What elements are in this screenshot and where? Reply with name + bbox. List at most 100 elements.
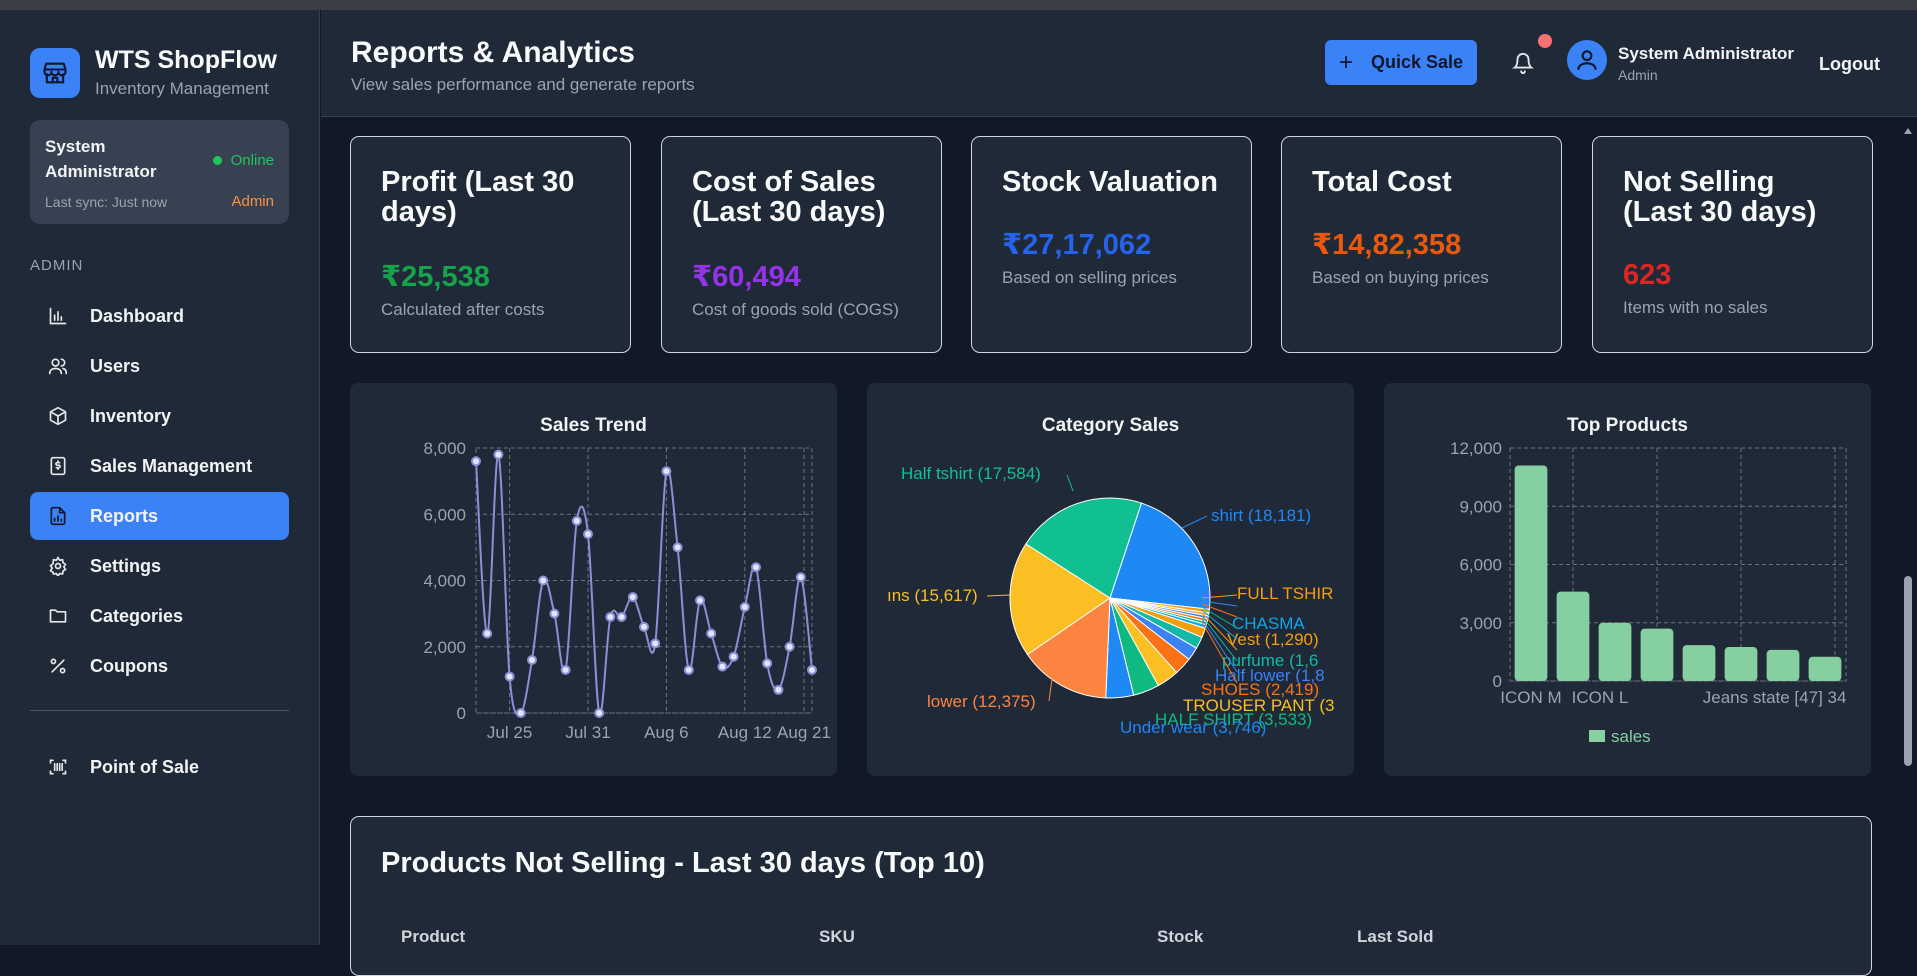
sidebar-item-reports[interactable]: Reports	[30, 492, 289, 540]
data-point	[683, 664, 694, 675]
sidebar-item-inventory[interactable]: Inventory	[30, 392, 289, 440]
online-status: Online	[212, 152, 274, 169]
pie-slice	[1026, 597, 1111, 699]
leader-line	[1201, 594, 1238, 599]
sales-trend-svg: 0 2,000 4,000 6,000 8,000 Jul 25 Jul 31 Aug 6 Au…	[423, 439, 830, 742]
leader-line	[1066, 474, 1074, 492]
window-top-strip	[0, 0, 1917, 10]
user-icon	[1577, 50, 1597, 70]
pie-label: SHOES (2,419)	[1201, 680, 1319, 699]
bar	[1724, 647, 1758, 681]
leader-line	[1048, 678, 1053, 702]
brand[interactable]: WTS ShopFlow Inventory Management	[30, 46, 277, 99]
box-icon	[49, 406, 67, 426]
data-point	[583, 529, 593, 540]
stat-desc: Based on buying prices	[1312, 268, 1489, 287]
user-name: System Administrator	[45, 137, 157, 181]
bar	[1766, 649, 1800, 681]
user-role: Admin	[231, 193, 274, 210]
page-subtitle: View sales performance and generate repo…	[351, 75, 695, 94]
avatar[interactable]	[1567, 40, 1607, 80]
stat-card-stock-valuation: Stock Valuation ₹27,17,062 Based on sell…	[971, 136, 1252, 353]
column-header-sku[interactable]: SKU	[819, 927, 855, 946]
leader-line	[1201, 609, 1238, 640]
data-point	[482, 628, 493, 639]
data-point	[717, 661, 728, 672]
sidebar-item-dashboard[interactable]: Dashboard	[30, 292, 289, 340]
gear-icon	[49, 556, 67, 576]
chart-title: Sales Trend	[540, 415, 647, 436]
stat-title: Not Selling (Last 30 days)	[1623, 166, 1817, 228]
column-header-product[interactable]: Product	[401, 927, 466, 946]
stat-card-cost-of-sales: Cost of Sales (Last 30 days) ₹60,494 Cos…	[661, 136, 942, 353]
stat-desc: Calculated after costs	[381, 300, 545, 319]
bar-chart-icon	[49, 307, 67, 325]
y-tick-label: 0	[1493, 672, 1502, 691]
column-header-last-sold[interactable]: Last Sold	[1357, 927, 1434, 946]
stat-card-not-selling: Not Selling (Last 30 days) 623 Items wit…	[1592, 136, 1873, 353]
data-point	[639, 621, 649, 632]
x-tick-label: Aug 6	[644, 723, 688, 742]
sidebar-section-label: ADMIN	[30, 257, 84, 274]
pos-link[interactable]: Point of Sale	[30, 743, 289, 791]
top-products-chart: Top Products 0 3,000 6,000 9,000 12,000 ICON …	[1384, 383, 1871, 776]
sidebar-nav: Dashboard Users Inventory Sales Manageme…	[30, 292, 289, 692]
leader-line	[1201, 618, 1238, 673]
sidebar-item-label: Sales Management	[90, 455, 253, 476]
receipt-icon	[50, 456, 66, 476]
sidebar-item-label: Categories	[90, 605, 184, 626]
bar	[1808, 656, 1842, 681]
pie-label: Under wear (3,746)	[1120, 718, 1266, 737]
data-point	[538, 575, 549, 586]
sidebar-item-users[interactable]: Users	[30, 342, 289, 390]
sidebar-item-sales-management[interactable]: Sales Management	[30, 442, 289, 490]
quick-sale-button[interactable]: + Quick Sale	[1325, 40, 1477, 85]
sidebar-item-label: Dashboard	[90, 305, 185, 326]
brand-subtitle: Inventory Management	[95, 79, 269, 98]
y-tick-label: 8,000	[423, 439, 466, 458]
x-tick-label: ICON L	[1572, 688, 1629, 707]
quick-sale-label: Quick Sale	[1370, 52, 1464, 72]
top-products-svg: 0 3,000 6,000 9,000 12,000 ICON M ICON L Jeans …	[1450, 439, 1847, 746]
report-icon	[50, 506, 66, 526]
stat-card-profit: Profit (Last 30 days) ₹25,538 Calculated…	[350, 136, 631, 353]
leader-line	[1201, 615, 1238, 662]
data-point	[784, 641, 795, 652]
sidebar-item-settings[interactable]: Settings	[30, 542, 289, 590]
stat-title: Profit (Last 30 days)	[381, 166, 575, 228]
bell-icon[interactable]	[1512, 52, 1534, 74]
sidebar-item-point-of-sale[interactable]: Point of Sale	[30, 743, 289, 793]
bar	[1556, 591, 1590, 681]
not-selling-table: Products Not Selling - Last 30 days (Top…	[350, 816, 1872, 976]
legend-swatch	[1589, 730, 1605, 742]
column-header-stock[interactable]: Stock	[1157, 927, 1204, 946]
data-point	[672, 542, 683, 553]
sidebar-item-categories[interactable]: Categories	[30, 592, 289, 640]
x-tick-label: Jeans state [47] 34	[1703, 688, 1847, 707]
sidebar-item-label: Inventory	[90, 405, 172, 426]
data-point	[560, 664, 571, 675]
leader-line	[1201, 600, 1238, 607]
pie-label: lower (12,375)	[927, 692, 1036, 711]
bar	[1598, 622, 1632, 681]
sidebar-item-coupons[interactable]: Coupons	[30, 642, 289, 690]
data-point	[527, 655, 537, 665]
data-point	[627, 592, 638, 603]
stat-desc: Items with no sales	[1623, 298, 1768, 317]
folder-icon	[49, 609, 67, 623]
scroll-thumb[interactable]	[1904, 576, 1912, 766]
y-tick-label: 9,000	[1459, 497, 1502, 516]
data-point	[728, 651, 739, 662]
header-user-info[interactable]: System Administrator Admin	[1618, 44, 1794, 83]
data-point	[594, 708, 605, 718]
data-point	[571, 515, 582, 526]
user-status-card: System Administrator Online Last sync: J…	[30, 120, 289, 224]
data-point	[493, 449, 504, 460]
main-scrollbar[interactable]	[1903, 128, 1913, 945]
logout-button[interactable]: Logout	[1819, 54, 1880, 74]
online-label: Online	[230, 152, 274, 169]
scroll-up-arrow-icon[interactable]	[1904, 128, 1912, 134]
y-tick-label: 12,000	[1450, 439, 1502, 458]
page-title: Reports & Analytics	[351, 36, 635, 69]
pie-label: CHASMA	[1232, 614, 1305, 633]
